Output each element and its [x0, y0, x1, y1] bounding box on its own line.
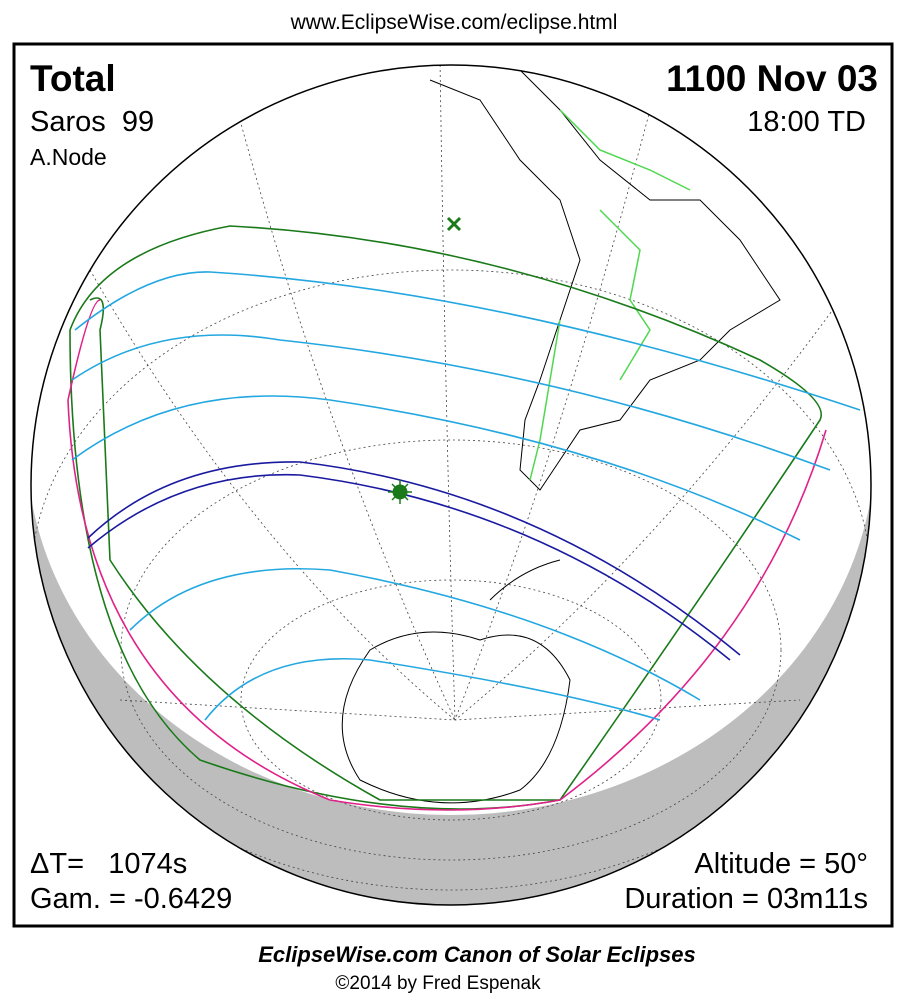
altitude: Altitude = 50° [694, 848, 868, 880]
delta-t: ΔT= 1074s [30, 848, 187, 880]
footer-credit: ©2014 by Fred Espenak [335, 973, 541, 994]
globe [31, 65, 871, 905]
gamma: Gam. = -0.6429 [30, 883, 232, 915]
duration: Duration = 03m11s [624, 883, 868, 915]
url: www.EclipseWise.com/eclipse.html [290, 11, 618, 34]
eclipse-type: Total [30, 58, 116, 99]
time: 18:00 TD [747, 106, 866, 138]
saros: Saros 99 [30, 106, 154, 138]
globe-outline [30, 64, 872, 906]
footer-title: EclipseWise.com Canon of Solar Eclipses [258, 942, 696, 967]
date: 1100 Nov 03 [666, 58, 878, 99]
node: A.Node [30, 144, 107, 170]
